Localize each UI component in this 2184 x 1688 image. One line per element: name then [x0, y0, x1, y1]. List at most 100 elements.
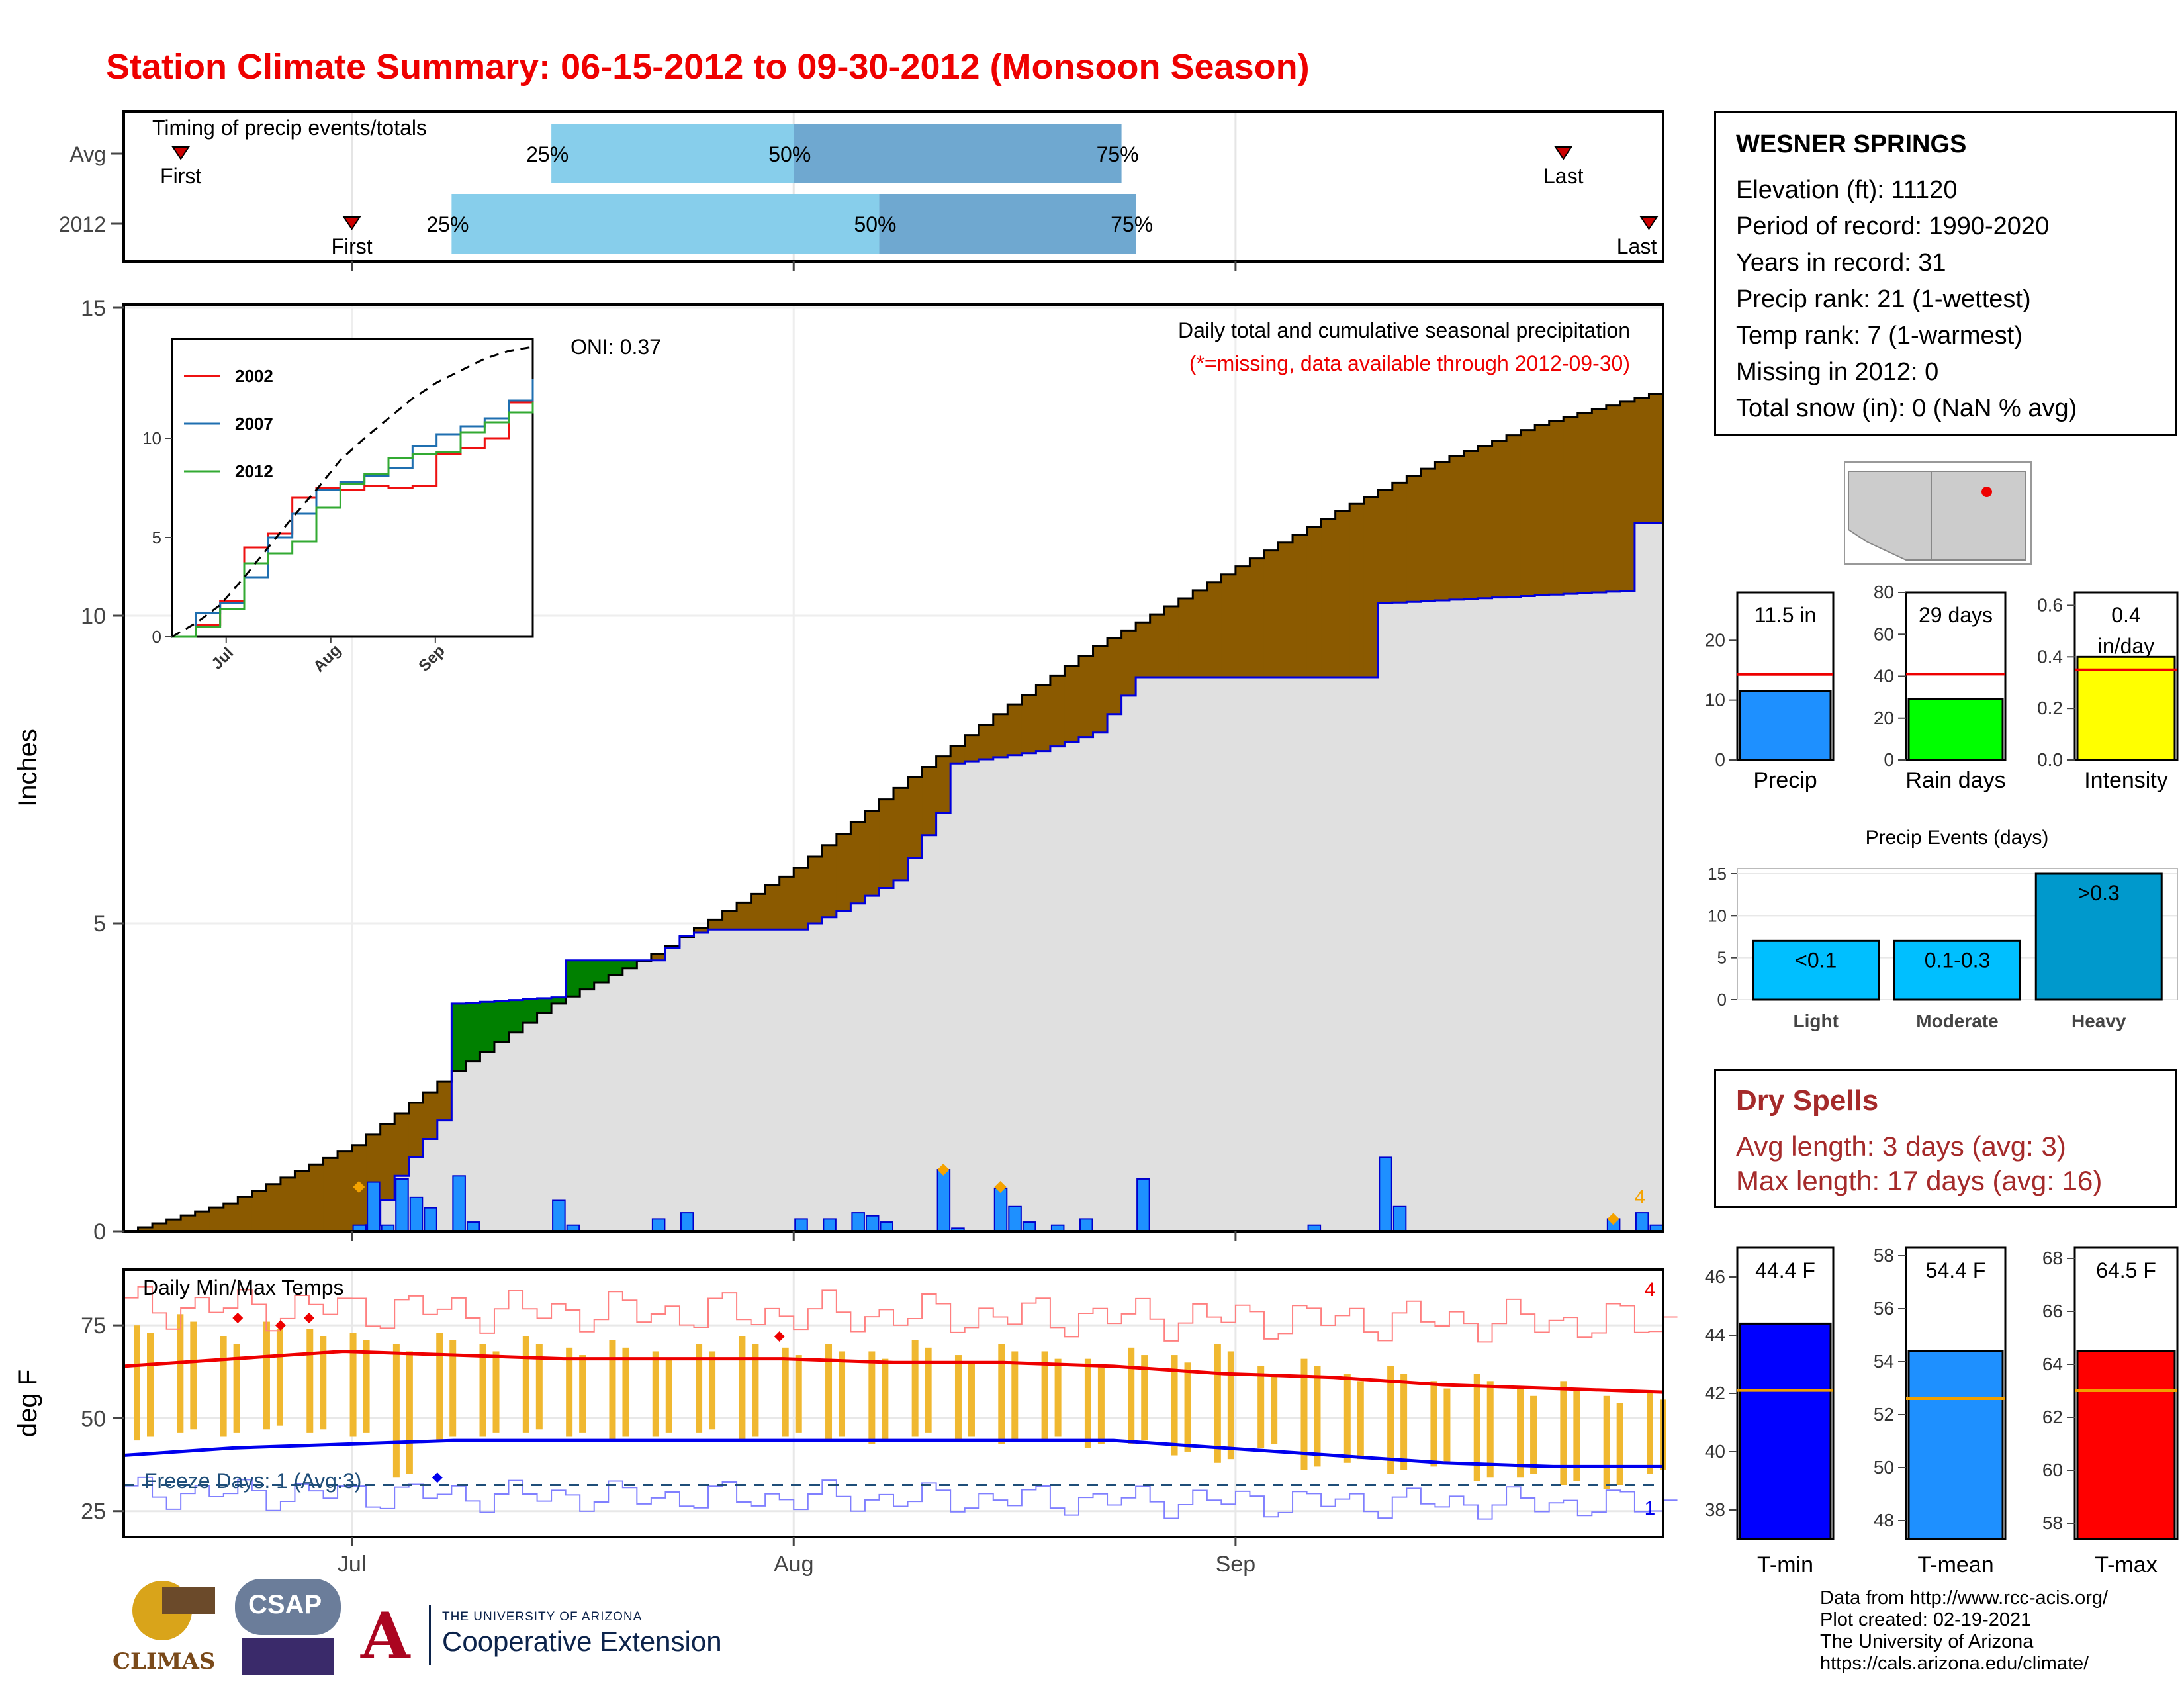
temp-summary-bar — [1739, 1322, 1832, 1540]
precip-grey-area — [1392, 602, 1407, 1231]
daily-precip-bar — [1136, 1178, 1150, 1232]
precip-deficit-area — [1021, 694, 1036, 753]
precip-grey-area — [794, 929, 809, 1231]
daily-precip-bar — [1392, 1205, 1407, 1233]
precip-deficit-area — [1263, 550, 1279, 677]
precip-y-tick-label: 5 — [93, 912, 106, 937]
precip-deficit-area — [1136, 622, 1151, 677]
precip-grey-area — [765, 929, 780, 1231]
daily-precip-bar — [880, 1221, 894, 1233]
precip-grey-area — [1349, 677, 1365, 1231]
precip-grey-area — [850, 903, 866, 1231]
daily-temp-bar — [1647, 1392, 1653, 1474]
daily-precip-bar — [865, 1215, 880, 1232]
precip-surplus-area — [537, 998, 552, 1013]
precip-grey-area — [1549, 594, 1564, 1231]
daily-precip-bar — [1635, 1212, 1649, 1232]
daily-temp-bar — [1616, 1403, 1623, 1485]
inset-y-tick-label: 10 — [142, 428, 161, 448]
precip-grey-area — [1420, 601, 1435, 1231]
precip-surplus-area — [480, 1002, 495, 1052]
inset-y-tick-label: 5 — [152, 528, 161, 547]
csap-logo-text: CSAP — [248, 1590, 322, 1619]
events-bar — [1893, 939, 2021, 1001]
precip-grey-area — [565, 996, 580, 1231]
daily-temp-bar — [134, 1325, 140, 1441]
precip-grey-area — [1492, 597, 1507, 1231]
inset-series-2012 — [172, 402, 534, 638]
precip-deficit-area — [1150, 614, 1165, 677]
summary-y-tick-label: 60 — [1874, 624, 1894, 644]
precip-deficit-area — [1449, 456, 1464, 600]
summary-y-tick-label: 0.6 — [2037, 594, 2063, 615]
precip-grey-area — [1478, 598, 1493, 1231]
first-marker-icon — [171, 146, 191, 160]
precip-grey-area — [907, 857, 923, 1231]
record-high-count: 4 — [1645, 1279, 1656, 1301]
daily-temp-bar — [1184, 1362, 1191, 1452]
precip-grey-area — [694, 932, 709, 1231]
inset-legend-label: 2012 — [235, 461, 273, 481]
precip-grey-area — [508, 1032, 523, 1231]
precip-deficit-area — [1649, 394, 1664, 524]
precip-y-axis-label: Inches — [13, 729, 42, 807]
precip-deficit-area — [1221, 574, 1236, 677]
precip-surplus-area — [494, 1000, 509, 1043]
precip-deficit-area — [1478, 445, 1493, 598]
precip-deficit-area — [751, 894, 766, 930]
timing-first-label: First — [160, 164, 201, 188]
summary-value-label: 29 days — [1919, 603, 1993, 627]
temp-summary-bar — [1907, 1350, 2004, 1540]
precip-grey-area — [722, 929, 737, 1231]
precip-grey-area — [1577, 593, 1592, 1231]
csap-mountain-icon — [242, 1638, 334, 1675]
daily-temp-bar — [406, 1351, 413, 1474]
precip-deficit-area — [1606, 405, 1621, 592]
daily-temp-bar — [349, 1333, 357, 1437]
precip-grey-area — [1378, 603, 1393, 1231]
daily-temp-bar — [263, 1321, 270, 1430]
record-high-envelope — [124, 1286, 1678, 1343]
precip-deficit-area — [993, 714, 1008, 757]
precip-surplus-area — [594, 960, 609, 983]
daily-temp-bar — [190, 1321, 197, 1430]
daily-temp-bar — [1387, 1366, 1394, 1474]
precip-deficit-area — [1293, 534, 1308, 677]
daily-temp-bar — [709, 1351, 716, 1430]
precip-deficit-area — [1121, 630, 1136, 696]
precip-grey-area — [1363, 677, 1379, 1231]
station-name: WESNER SPRINGS — [1736, 130, 1967, 158]
daily-temp-bar — [782, 1347, 789, 1437]
precip-deficit-area — [651, 954, 666, 961]
precip-deficit-area — [1250, 558, 1265, 677]
dry-spells-title: Dry Spells — [1736, 1084, 1879, 1117]
events-category-label: Heavy — [2071, 1011, 2126, 1031]
daily-temp-bar — [479, 1344, 486, 1437]
temp-summary-bar-label: T-mean — [1917, 1552, 1993, 1577]
precip-grey-area — [1164, 677, 1179, 1231]
precip-deficit-area — [1335, 510, 1350, 677]
precip-deficit-area — [1107, 638, 1122, 714]
daily-temp-bar — [522, 1336, 529, 1433]
timing-bar-50-75 — [794, 124, 1122, 183]
precip-deficit-area — [1420, 469, 1435, 602]
precip-grey-area — [637, 961, 652, 1231]
precip-surplus-area — [508, 1000, 523, 1033]
precip-grey-area — [879, 888, 894, 1231]
avg-cumulative-line — [124, 393, 1663, 1233]
temp-summary-y-tick-label: 48 — [1874, 1510, 1894, 1530]
precip-deficit-area — [950, 745, 966, 764]
daily-temp-bar — [1171, 1355, 1178, 1456]
summary-bar — [1907, 698, 2004, 761]
precip-grey-area — [1235, 677, 1250, 1231]
summary-bar-label: Rain days — [1905, 768, 2005, 793]
precip-deficit-area — [437, 1082, 452, 1121]
precip-grey-area — [1520, 596, 1535, 1231]
precip-grey-area — [993, 757, 1008, 1231]
precip-deficit-area — [209, 1207, 224, 1231]
precip-grey-area — [480, 1051, 495, 1231]
precip-surplus-area — [565, 960, 580, 997]
precip-grey-area — [922, 835, 937, 1231]
temps-x-tick-label: Sep — [1216, 1552, 1256, 1577]
events-bar-label: >0.3 — [2078, 881, 2120, 905]
